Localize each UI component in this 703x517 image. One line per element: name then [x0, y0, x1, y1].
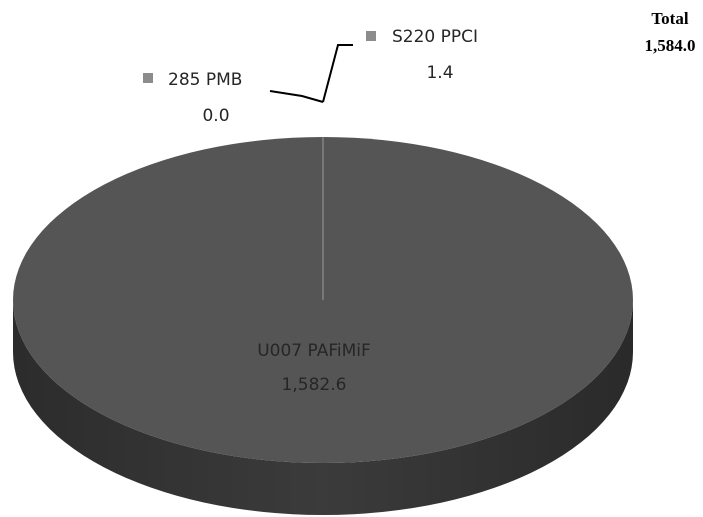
total-label: Total — [651, 9, 688, 28]
slice-value-285: 0.0 — [202, 106, 229, 126]
leader-line-285 — [269, 90, 324, 103]
slice-label-s220: S220 PPCI — [392, 27, 478, 47]
slice-label-u007: U007 PAFiMiF — [257, 341, 371, 361]
pie-side-wall — [13, 300, 633, 515]
total-value: 1,584.0 — [645, 36, 696, 55]
legend-marker-s220 — [366, 31, 376, 41]
legend-marker-285 — [143, 73, 153, 83]
slice-value-s220: 1.4 — [426, 63, 453, 83]
leader-line-s220 — [322, 44, 353, 103]
slice-value-u007: 1,582.6 — [282, 375, 347, 395]
slice-label-285: 285 PMB — [168, 70, 242, 90]
